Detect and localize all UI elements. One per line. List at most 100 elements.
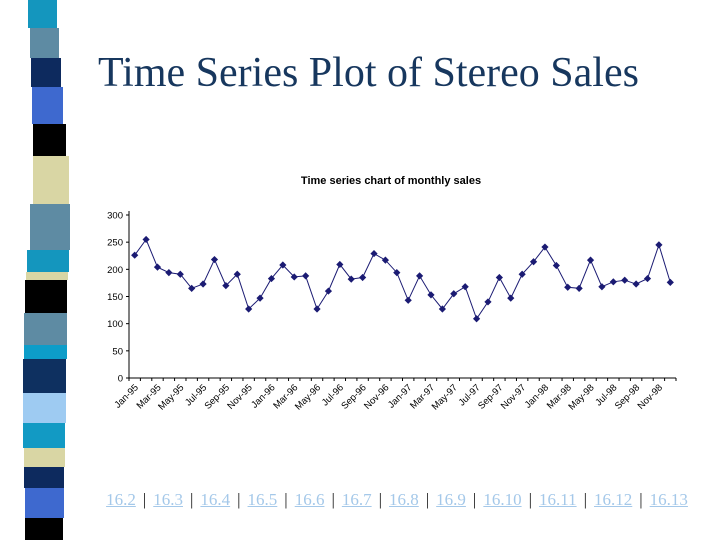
series-marker (621, 276, 629, 284)
y-tick-label: 50 (112, 346, 123, 357)
y-tick-label: 100 (107, 319, 123, 330)
decor-stripe-block (24, 467, 64, 488)
series-marker (655, 241, 663, 249)
decor-stripe (0, 0, 80, 540)
decor-stripe-block (31, 58, 61, 87)
time-series-chart: Time series chart of monthly sales 0 50 100… (95, 160, 715, 460)
series-marker (484, 298, 492, 306)
footer-separator: | (284, 490, 288, 509)
x-tick-label: Nov-95 (225, 382, 254, 411)
series-marker (586, 256, 595, 264)
series-marker (210, 255, 219, 264)
footer-link-16-6[interactable]: 16.6 (294, 490, 325, 509)
footer-separator: | (639, 490, 643, 509)
series-marker (176, 270, 184, 278)
decor-stripe-block (23, 423, 65, 448)
decor-stripe-block (33, 124, 66, 156)
series-marker (643, 274, 652, 283)
y-tick-label: 200 (107, 265, 123, 276)
series-marker (609, 278, 617, 286)
x-tick-label: Nov-97 (499, 382, 528, 411)
decor-stripe-block (32, 87, 63, 124)
footer-link-16-11[interactable]: 16.11 (538, 490, 577, 509)
series-marker (302, 272, 310, 280)
series-marker (461, 283, 469, 291)
footer-link-16-7[interactable]: 16.7 (341, 490, 372, 509)
series-marker (324, 287, 333, 295)
decor-stripe-block (25, 280, 67, 313)
series-marker (142, 235, 150, 244)
x-tick-label: May-98 (566, 382, 596, 412)
decor-stripe-block (25, 488, 64, 518)
series-marker (131, 251, 139, 259)
decor-stripe-block (28, 0, 57, 28)
time-series-chart-svg: Time series chart of monthly sales 0 50 100… (107, 175, 677, 413)
series-marker (404, 296, 412, 304)
series-marker (381, 256, 390, 264)
footer-separator: | (142, 490, 147, 509)
series-marker (165, 268, 173, 277)
series-marker (279, 261, 287, 269)
decor-stripe-block (30, 204, 70, 250)
series-marker (153, 263, 162, 271)
footer-link-16-8[interactable]: 16.8 (389, 490, 419, 509)
decor-stripe-block (25, 518, 63, 540)
series-marker (256, 294, 264, 302)
series-marker (598, 283, 606, 291)
series-marker (290, 273, 298, 281)
series-marker (313, 305, 321, 313)
footer-separator: | (237, 490, 241, 509)
footer-separator: | (331, 490, 335, 509)
series-marker (552, 261, 560, 270)
footer-link-16-5[interactable]: 16.5 (247, 490, 278, 509)
footer-link-16-3[interactable]: 16.3 (153, 490, 183, 509)
decor-stripe-block (26, 272, 68, 280)
footer-link-16-12[interactable]: 16.12 (594, 490, 633, 509)
footer-link-16-9[interactable]: 16.9 (436, 490, 466, 509)
series-marker (666, 278, 674, 286)
y-tick-label: 250 (107, 238, 123, 249)
footer-links: 16.2 | 16.3 | 16.4 | 16.5 | 16.6 | 16.7 | 16.8 | 16.9 |… (88, 490, 706, 510)
x-tick-label: Nov-98 (636, 382, 665, 411)
footer-separator: | (425, 490, 430, 509)
chart-title: Time series chart of monthly sales (301, 175, 481, 187)
footer-separator: | (378, 490, 383, 509)
series-marker (370, 249, 378, 258)
y-tick-label: 150 (107, 292, 123, 303)
decor-stripe-block (23, 393, 66, 423)
series-marker (529, 258, 538, 266)
y-tick-label: 0 (118, 374, 123, 385)
x-tick-label: Nov-96 (362, 382, 391, 411)
footer-link-16-4[interactable]: 16.4 (200, 490, 231, 509)
footer-link-16-2[interactable]: 16.2 (106, 490, 136, 509)
footer-link-16-10[interactable]: 16.10 (483, 490, 522, 509)
series-marker (427, 291, 435, 299)
series-marker (518, 270, 526, 278)
footer-link-16-13[interactable]: 16.13 (649, 490, 688, 509)
x-tick-label: May-96 (293, 382, 323, 412)
series-marker (575, 284, 583, 292)
decor-stripe-block (24, 448, 65, 467)
series-marker (359, 273, 367, 282)
series-marker (632, 280, 640, 288)
series-marker (450, 290, 458, 298)
series-marker (541, 243, 549, 251)
x-tick-label: May-95 (156, 382, 186, 412)
decor-stripe-block (33, 156, 69, 204)
series-marker (472, 315, 481, 323)
decor-stripe-block (27, 250, 69, 272)
y-tick-label: 300 (107, 211, 123, 222)
series-marker (507, 294, 515, 302)
footer-separator: | (528, 490, 532, 509)
decor-stripe-block (30, 28, 59, 58)
series-line (134, 238, 671, 320)
series-marker (564, 283, 572, 291)
series-marker (199, 280, 207, 288)
decor-stripe-block (24, 313, 67, 345)
decor-stripe-block (24, 345, 67, 359)
series-marker (415, 272, 424, 280)
footer-separator: | (583, 490, 588, 509)
footer-separator: | (472, 490, 477, 509)
series-marker (495, 273, 503, 282)
